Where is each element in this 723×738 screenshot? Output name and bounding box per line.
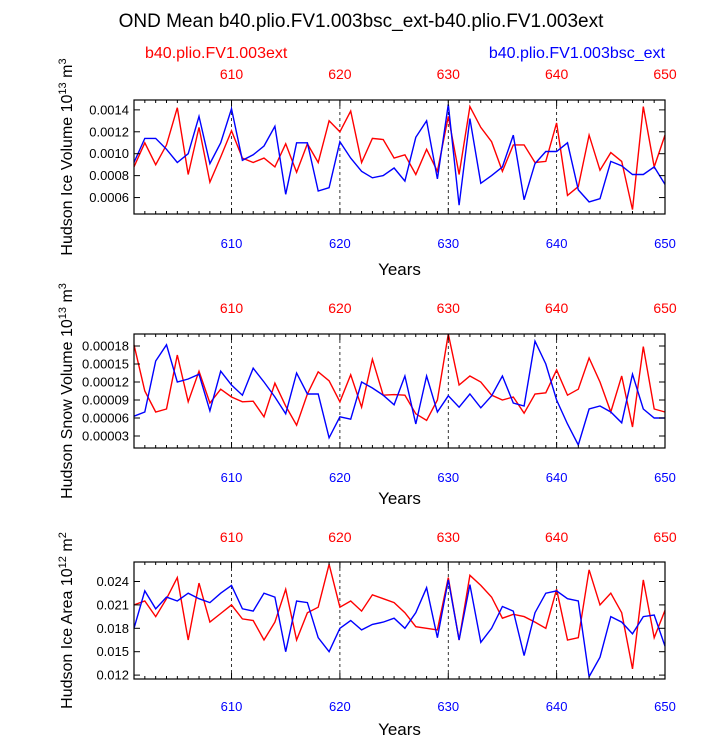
chart-panel-3: 0.012 0.015 0.018 0.021 0.024 610 610 620 620 630… [57,529,677,738]
chart-panel-1: 0.0006 0.0008 0.0010 0.0012 0.0014 610 610 620 6… [57,58,677,279]
panel2-xtick-label: 610 [221,470,243,485]
panel1-xtick-label: 630 [437,236,459,251]
panel3-ytick-label: 0.015 [96,644,129,659]
figure-title: OND Mean b40.plio.FV1.003bsc_ext-b40.pli… [119,11,604,32]
panel1-ytick-label: 0.0010 [89,146,129,161]
panel3-xtick-label: 650 [654,699,676,714]
legend-ext: b40.plio.FV1.003ext [145,45,288,62]
panel2-yaxis-title-unit: m [59,289,76,307]
panel3-ytick-label: 0.018 [96,621,129,636]
panel3-top-xtick-label: 630 [437,529,461,545]
panel1-xtick-label: 610 [221,236,243,251]
panel2-ytick-label: 0.00012 [82,375,129,390]
panel2-ytick-label: 0.00009 [82,393,129,408]
panel3-xtick-label: 640 [546,699,568,714]
panel2-xtick-label: 630 [437,470,459,485]
panel2-top-xtick-label: 650 [653,300,677,316]
panel1-top-xtick-label: 630 [437,66,461,82]
panel1-yaxis-title-exponent: 13 [57,82,69,94]
panel3-yaxis-title-unit: m [59,538,76,556]
panel3-series-bsc-ext-line [133,579,666,679]
panel3-series-ext-line [133,564,666,670]
legend-bsc-ext: b40.plio.FV1.003bsc_ext [489,45,666,62]
panel3-top-xtick-label: 650 [653,529,677,545]
panel1-series-ext-line [133,104,666,210]
panel2-xtick-label: 620 [329,470,351,485]
panel1-yaxis-title-base: Hudson Ice Volume 10 [59,94,76,255]
panels: 0.0006 0.0008 0.0010 0.0012 0.0014 610 610 620 6… [57,58,677,738]
panel1-xtick-label: 640 [546,236,568,251]
panel3-top-xtick-label: 610 [220,529,244,545]
panel2-top-xtick-label: 620 [328,300,352,316]
panel1-top-xtick-label: 640 [545,66,569,82]
panel1-yaxis-title: Hudson Ice Volume 1013 m3 [57,58,76,255]
panel3-xtick-label: 620 [329,699,351,714]
panel1-yaxis-title-unit-exponent: 3 [57,58,69,64]
panel3-yaxis-title-exponent: 12 [57,556,69,568]
panel3-top-xtick-label: 640 [545,529,569,545]
panel1-yaxis-title-unit: m [59,65,76,83]
panel2-xtick-label: 640 [546,470,568,485]
panel2-yaxis-title: Hudson Snow Volume 1013 m3 [57,283,76,499]
panel2-ytick-label: 0.00015 [82,357,129,372]
panel1-top-xtick-label: 620 [328,66,352,82]
panel3-top-xtick-label: 620 [328,529,352,545]
panel3-xaxis-title: Years [378,720,421,738]
panel2-yaxis-title-base: Hudson Snow Volume 10 [59,319,76,499]
panel3-yaxis-title-base: Hudson Ice Area 10 [59,568,76,709]
panel3-ytick-label: 0.012 [96,668,129,683]
panel2-yaxis-title-unit-exponent: 3 [57,283,69,289]
panel1-xtick-label: 650 [654,236,676,251]
panel2-top-xtick-label: 610 [220,300,244,316]
panel1-ytick-label: 0.0008 [89,168,129,183]
panel2-top-xtick-label: 640 [545,300,569,316]
panel2-ytick-label: 0.00003 [82,429,129,444]
panel3-plot-frame [133,561,666,680]
panel2-top-xtick-label: 630 [437,300,461,316]
panel2-series-bsc-ext-line [133,338,665,447]
panel3-xtick-label: 630 [437,699,459,714]
panel1-top-xtick-label: 650 [653,66,677,82]
panel1-plot-frame [133,99,666,215]
panel1-top-xtick-label: 610 [220,66,244,82]
panel2-series-ext-line [133,333,666,428]
panel3-yaxis-title-unit-exponent: 2 [57,532,69,538]
panel1-xaxis-title: Years [378,260,421,279]
panel2-xtick-label: 650 [654,470,676,485]
panel2-ytick-label: 0.00006 [82,411,129,426]
panel3-xtick-label: 610 [221,699,243,714]
panel1-series-bsc-ext-line [133,104,666,206]
panel1-xtick-label: 620 [329,236,351,251]
panel3-yaxis-title: Hudson Ice Area 1012 m2 [57,532,76,709]
panel1-ytick-label: 0.0014 [89,102,129,117]
panel2-ytick-label: 0.00018 [82,339,129,354]
panel2-xaxis-title: Years [378,489,421,508]
panel2-yaxis-title-exponent: 13 [57,307,69,319]
chart-panel-2: 0.00003 0.00006 0.00009 0.00012 0.00015 0.000… [57,283,677,508]
panel2-plot-frame [133,333,666,449]
panel1-ytick-label: 0.0006 [89,190,129,205]
panel3-ytick-label: 0.021 [96,597,129,612]
panel3-ytick-label: 0.024 [96,574,129,589]
panel1-ytick-label: 0.0012 [89,124,129,139]
